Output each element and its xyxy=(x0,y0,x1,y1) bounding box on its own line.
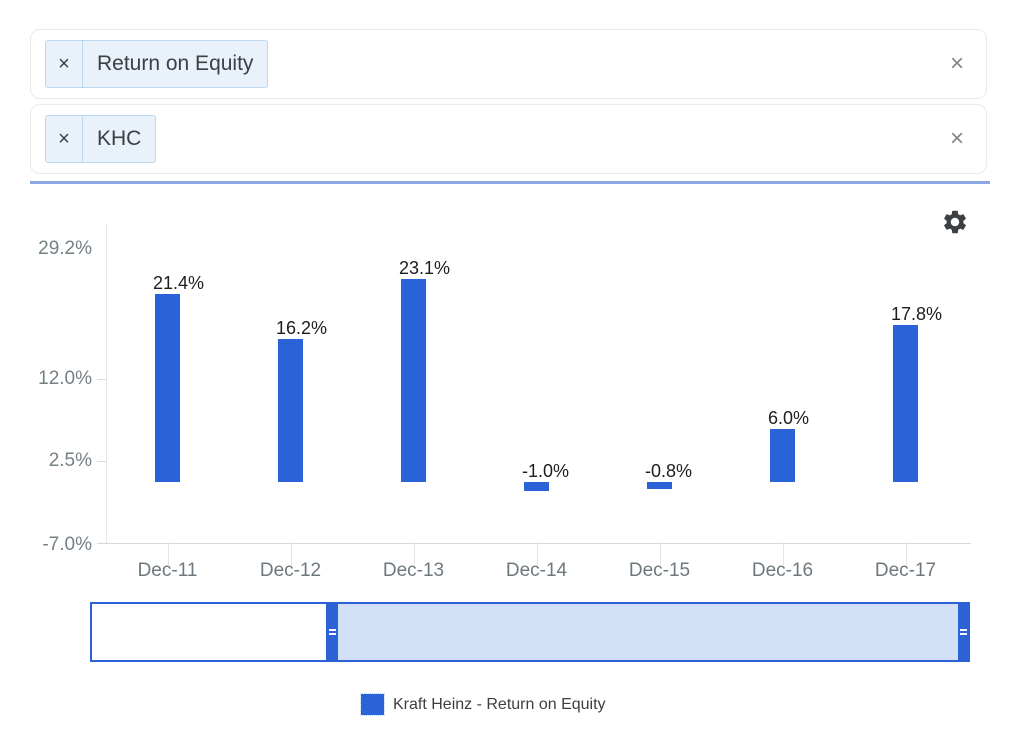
y-axis-label: -7.0% xyxy=(42,534,92,555)
y-axis-tick xyxy=(97,379,106,380)
x-axis-label: Dec-11 xyxy=(137,560,198,581)
chart-bar[interactable] xyxy=(524,482,549,491)
remove-ticker-icon[interactable]: × xyxy=(46,116,83,162)
metric-tag: × Return on Equity xyxy=(45,40,269,88)
x-axis-label: Dec-16 xyxy=(751,560,814,581)
y-axis-label: 29.2% xyxy=(38,238,92,259)
grip-icon xyxy=(959,633,967,635)
grip-icon xyxy=(328,629,336,631)
x-axis-tick xyxy=(660,543,661,565)
chart-bar[interactable] xyxy=(893,325,918,482)
bar-value-label: 6.0% xyxy=(768,408,810,428)
chart-bar[interactable] xyxy=(278,339,303,482)
bar-value-label: -0.8% xyxy=(645,461,693,481)
ticker-filter-field[interactable]: × KHC × xyxy=(30,104,987,174)
x-axis-label: Dec-15 xyxy=(628,560,691,581)
range-handle-right[interactable] xyxy=(958,604,968,660)
gear-icon xyxy=(944,210,966,233)
metric-filter-field[interactable]: × Return on Equity × xyxy=(30,29,987,99)
chart-bar[interactable] xyxy=(155,294,180,482)
bar-value-label: 21.4% xyxy=(153,273,205,293)
ticker-tag: × KHC xyxy=(45,115,157,163)
range-handle-left[interactable] xyxy=(326,604,338,660)
grip-icon xyxy=(328,633,336,635)
metric-tag-label: Return on Equity xyxy=(97,52,254,75)
x-axis-tick xyxy=(537,543,538,565)
x-axis-tick xyxy=(168,543,169,565)
chart-bar[interactable] xyxy=(647,482,672,489)
x-axis-tick xyxy=(414,543,415,565)
x-axis-label: Dec-14 xyxy=(505,560,568,581)
x-axis-tick xyxy=(906,543,907,565)
x-axis-label: Dec-12 xyxy=(259,560,322,581)
clear-metric-field-icon[interactable]: × xyxy=(942,52,972,76)
bar-value-label: 17.8% xyxy=(891,304,943,324)
chart-settings-button[interactable] xyxy=(938,206,972,240)
x-axis-tick xyxy=(783,543,784,565)
clear-ticker-field-icon[interactable]: × xyxy=(942,127,972,151)
legend-label: Kraft Heinz - Return on Equity xyxy=(393,695,606,713)
y-axis-label: 2.5% xyxy=(48,450,92,471)
x-axis-label: Dec-13 xyxy=(382,560,445,581)
bar-value-label: 23.1% xyxy=(399,258,451,278)
x-axis-line xyxy=(97,543,971,544)
chart-bar[interactable] xyxy=(770,429,795,482)
range-unselected-area[interactable] xyxy=(92,604,326,660)
range-selector[interactable] xyxy=(90,602,970,662)
y-axis-tick xyxy=(97,461,106,462)
legend-item[interactable]: Kraft Heinz - Return on Equity xyxy=(360,693,606,716)
x-axis-label: Dec-17 xyxy=(874,560,937,581)
y-axis-label: 12.0% xyxy=(38,368,92,389)
bar-value-label: 16.2% xyxy=(276,318,328,338)
remove-metric-icon[interactable]: × xyxy=(46,41,83,87)
active-input-underline xyxy=(30,181,990,184)
range-selected-area[interactable] xyxy=(338,604,958,660)
legend-swatch xyxy=(360,693,385,716)
ticker-tag-label: KHC xyxy=(97,127,142,150)
chart-bar[interactable] xyxy=(401,279,426,482)
bar-value-label: -1.0% xyxy=(522,461,570,481)
x-axis-tick xyxy=(291,543,292,565)
y-axis-line xyxy=(106,224,107,543)
grip-icon xyxy=(959,629,967,631)
